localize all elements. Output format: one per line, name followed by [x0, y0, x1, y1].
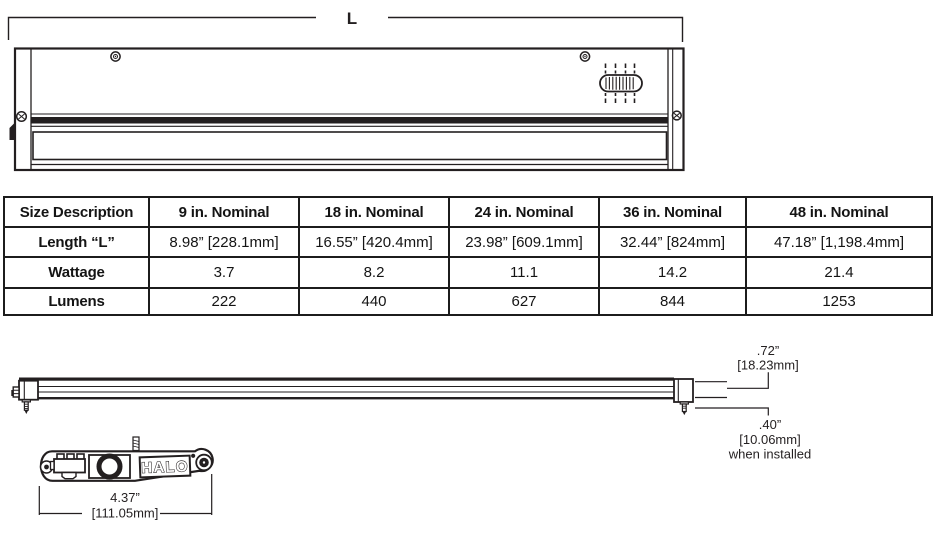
table-cell: 1253: [822, 293, 856, 310]
bracket-width-dimension: 4.37” [111.05mm]: [38, 474, 213, 521]
table-cell: 11.1: [450, 258, 600, 289]
table-cell: 14.2: [600, 258, 747, 289]
table-cell: 8.98” [228.1mm]: [150, 228, 300, 258]
screw-icon: [679, 401, 690, 416]
table-cell: 844: [600, 289, 747, 314]
side-profile-view: [11, 377, 694, 416]
terminal-connector: [49, 453, 86, 480]
halo-logo-text: HALO: [141, 458, 189, 477]
table-row-label: Lumens: [5, 289, 150, 314]
installed-depth-dimension: .40” [10.06mm] when installed: [695, 407, 811, 462]
height-dimension-mm: [18.23mm]: [737, 358, 798, 373]
lens-panel: [32, 131, 668, 161]
installed-depth-mm: [10.06mm]: [739, 432, 800, 447]
height-dimension-inches: .72”: [757, 343, 779, 358]
height-dimension: .72” [18.23mm]: [695, 343, 799, 399]
bracket-width-mm: [111.05mm]: [92, 506, 159, 521]
bracket-width-inches: 4.37”: [110, 490, 140, 505]
screw-icon: [579, 51, 591, 62]
cct-slider-switch: [599, 63, 643, 103]
table-cell: 627: [450, 289, 600, 314]
installed-depth-inches: .40”: [759, 417, 781, 432]
side-and-bracket-drawing: .72” [18.23mm] .40” [10.06mm] when insta…: [11, 343, 811, 521]
table-header-cell: 24 in. Nominal: [450, 198, 600, 228]
length-dimension: [7, 16, 684, 42]
table-cell: 21.4: [747, 258, 931, 289]
table-header-cell: 36 in. Nominal: [600, 198, 747, 228]
fixture-body: [9, 47, 685, 172]
table-cell: 23.98” [609.1mm]: [450, 228, 600, 258]
table-cell: 16.55” [420.4mm]: [300, 228, 450, 258]
slider-ticks-top: [604, 63, 636, 74]
table-cell: 440: [300, 289, 450, 314]
table-header-cell: 9 in. Nominal: [150, 198, 300, 228]
table-cell: 47.18” [1,198.4mm]: [747, 228, 931, 258]
screw-icon: [671, 110, 682, 121]
plug-connector: [11, 386, 20, 398]
table-cell: 3.7: [150, 258, 300, 289]
halo-logo: HALO: [138, 453, 196, 479]
table-cell: 32.44” [824mm]: [600, 228, 747, 258]
screw-icon: [21, 399, 32, 414]
installed-depth-note: when installed: [728, 447, 811, 462]
spec-table: Size Description 9 in. Nominal 18 in. No…: [3, 196, 933, 316]
table-header-cell: 18 in. Nominal: [300, 198, 450, 228]
table-row-label: Length “L”: [5, 228, 150, 258]
table-cell: 222: [150, 289, 300, 314]
registered-mark-dot: [191, 453, 196, 458]
length-dimension-label: L: [347, 9, 357, 28]
mounting-tab: [9, 122, 15, 140]
slider-ticks-bottom: [604, 93, 636, 103]
table-header-cell: 48 in. Nominal: [747, 198, 931, 228]
fixture-front-view-drawing: L: [7, 9, 685, 172]
table-row-label: Wattage: [5, 258, 150, 289]
table-header-cell: Size Description: [5, 198, 150, 228]
screw-icon: [15, 110, 28, 123]
mounting-bracket-view: HALO 4.37” [111.05mm]: [38, 436, 214, 521]
screw-icon: [110, 51, 121, 62]
screw-icon: [195, 453, 213, 472]
table-cell: 8.2: [300, 258, 450, 289]
knockout-ring: [88, 453, 131, 480]
